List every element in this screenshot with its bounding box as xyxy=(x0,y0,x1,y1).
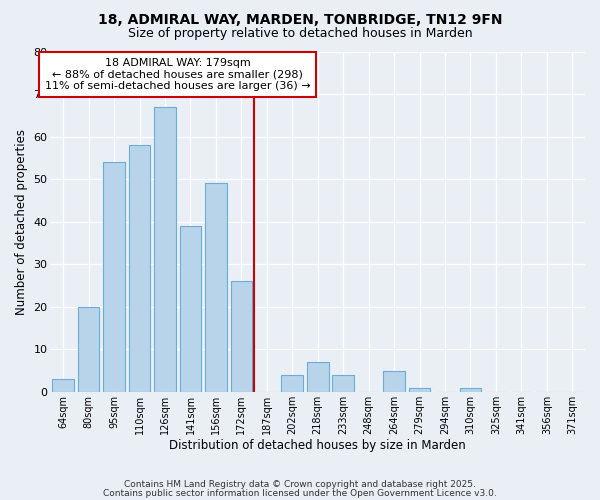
Text: Contains public sector information licensed under the Open Government Licence v3: Contains public sector information licen… xyxy=(103,488,497,498)
Text: 18, ADMIRAL WAY, MARDEN, TONBRIDGE, TN12 9FN: 18, ADMIRAL WAY, MARDEN, TONBRIDGE, TN12… xyxy=(98,12,502,26)
Bar xyxy=(230,281,252,392)
Bar xyxy=(103,162,125,392)
Bar xyxy=(332,375,354,392)
Text: 18 ADMIRAL WAY: 179sqm
← 88% of detached houses are smaller (298)
11% of semi-de: 18 ADMIRAL WAY: 179sqm ← 88% of detached… xyxy=(45,58,311,91)
Text: Contains HM Land Registry data © Crown copyright and database right 2025.: Contains HM Land Registry data © Crown c… xyxy=(124,480,476,489)
Bar xyxy=(281,375,303,392)
Bar xyxy=(307,362,329,392)
Bar xyxy=(129,145,151,392)
Text: Size of property relative to detached houses in Marden: Size of property relative to detached ho… xyxy=(128,28,472,40)
Bar xyxy=(383,370,405,392)
Bar xyxy=(460,388,481,392)
X-axis label: Distribution of detached houses by size in Marden: Distribution of detached houses by size … xyxy=(169,440,466,452)
Bar xyxy=(179,226,201,392)
Bar xyxy=(52,379,74,392)
Bar xyxy=(154,107,176,392)
Bar xyxy=(78,306,100,392)
Bar xyxy=(205,184,227,392)
Bar xyxy=(409,388,430,392)
Y-axis label: Number of detached properties: Number of detached properties xyxy=(15,128,28,314)
